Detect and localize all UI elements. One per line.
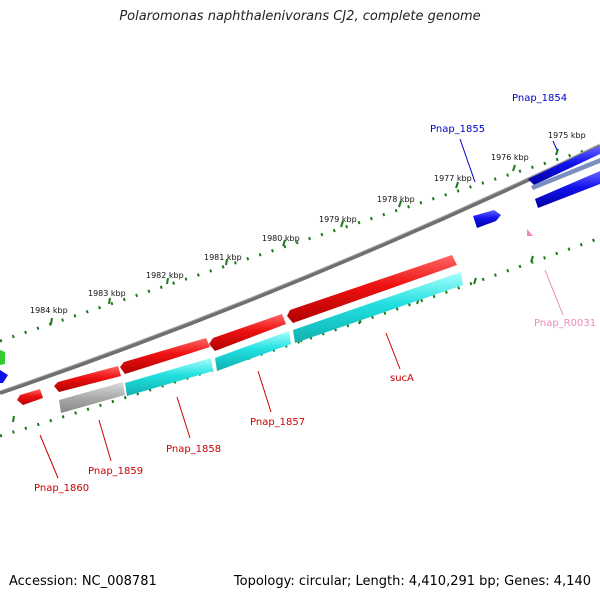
gene-label-pnap-1859: Pnap_1859	[88, 466, 143, 477]
gene-label-pnap-1857: Pnap_1857	[250, 417, 305, 428]
gene-label-pnap-1854: Pnap_1854	[512, 93, 567, 104]
blue-edge-feature	[0, 370, 8, 383]
kbp-labels: 1975 kbp 1976 kbp 1977 kbp 1978 kbp 1979…	[30, 131, 586, 315]
gene-pnap-1855[interactable]	[473, 210, 501, 228]
gene-label-pnap-1860: Pnap_1860	[34, 483, 89, 494]
tick-label: 1981 kbp	[204, 253, 242, 262]
gene-pnap-1859[interactable]	[54, 366, 121, 392]
gene-suca[interactable]	[287, 255, 457, 323]
gene-pnap-1854[interactable]	[528, 146, 600, 208]
tick-label: 1979 kbp	[319, 215, 357, 224]
green-feature	[0, 350, 5, 365]
tick-label: 1976 kbp	[491, 153, 529, 162]
tick-label: 1980 kbp	[262, 234, 300, 243]
tick-label: 1978 kbp	[377, 195, 415, 204]
genome-backbone	[0, 144, 600, 395]
gene-labels: Pnap_1854 Pnap_1855 Pnap_R0031 sucA Pnap…	[34, 93, 596, 494]
tick-label: 1982 kbp	[146, 271, 184, 280]
gene-pnap-r0031[interactable]	[527, 229, 533, 236]
upper-tick-track	[0, 144, 600, 343]
gene-label-pnap-r0031: Pnap_R0031	[534, 318, 596, 329]
gene-pnap-1858[interactable]	[120, 338, 210, 374]
gene-label-pnap-1855: Pnap_1855	[430, 124, 485, 135]
map-title: Polaromonas naphthalenivorans CJ2, compl…	[119, 9, 481, 24]
cog-track	[59, 272, 463, 413]
accession-text: Accession: NC_008781	[9, 574, 157, 589]
tick-label: 1975 kbp	[548, 131, 586, 140]
tick-label: 1984 kbp	[30, 306, 68, 315]
gene-label-pnap-1858: Pnap_1858	[166, 444, 221, 455]
gene-label-suca: sucA	[390, 373, 414, 384]
genome-summary-text: Topology: circular; Length: 4,410,291 bp…	[233, 574, 591, 589]
gene-pnap-1857[interactable]	[209, 314, 286, 351]
gene-pnap-1860[interactable]	[17, 389, 43, 405]
tick-label: 1977 kbp	[434, 174, 472, 183]
leader-lines	[39, 138, 564, 479]
tick-label: 1983 kbp	[88, 289, 126, 298]
